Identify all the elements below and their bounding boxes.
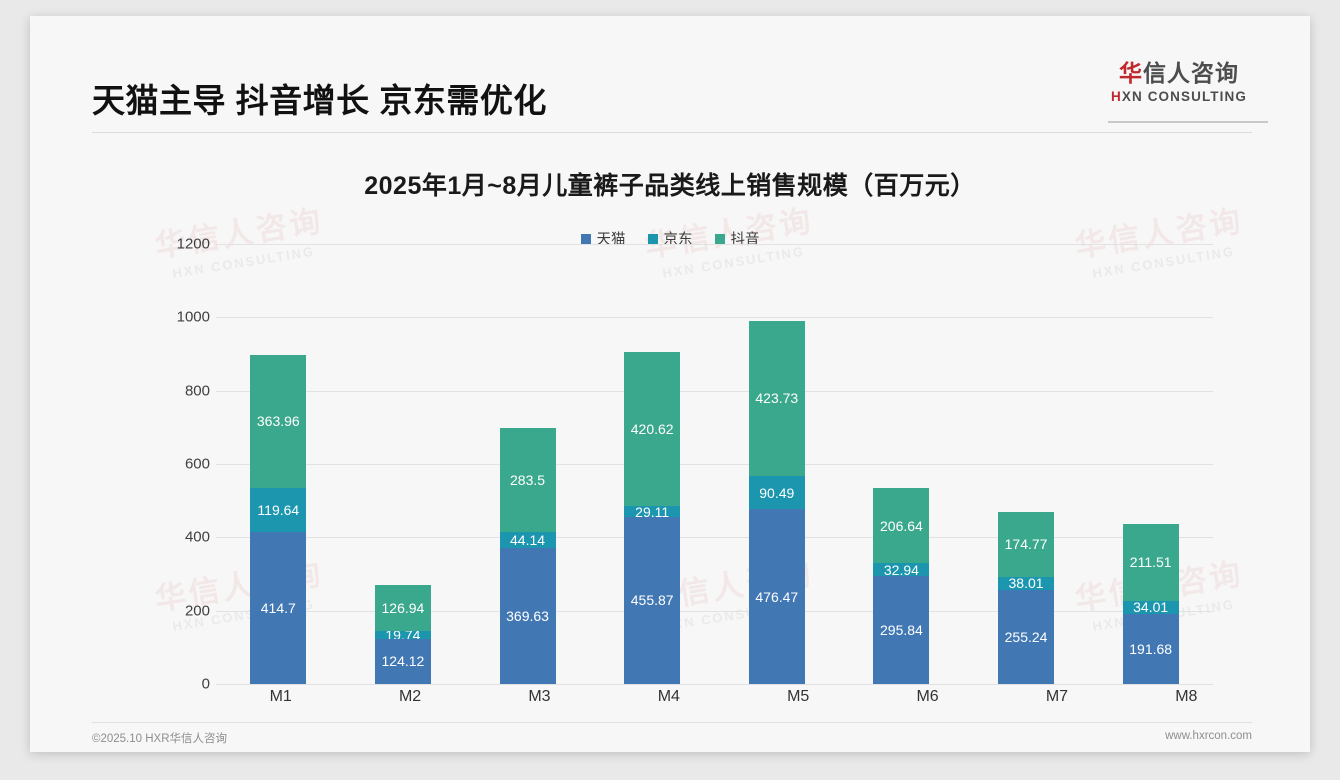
bar-group: 191.68 34.01 211.51 xyxy=(1104,244,1198,684)
bar-stack[interactable]: 476.47 90.49 423.73 xyxy=(748,320,805,684)
logo-chinese-text: 华信人咨询 xyxy=(1090,60,1268,86)
y-axis-tick-label: 400 xyxy=(184,528,210,546)
bar-segment[interactable]: 174.77 xyxy=(998,512,1055,577)
logo-cn-rest: 信人咨询 xyxy=(1143,60,1239,86)
bar-segment[interactable]: 455.87 xyxy=(624,516,681,684)
footer-divider xyxy=(92,722,1252,723)
bar-segment[interactable]: 124.12 xyxy=(374,638,431,684)
y-axis-tick-label: 200 xyxy=(184,602,210,620)
x-axis-tick-label: M8 xyxy=(1175,688,1198,705)
bar-stack[interactable]: 191.68 34.01 211.51 xyxy=(1122,523,1179,684)
bar-segment[interactable]: 255.24 xyxy=(998,590,1055,684)
logo-en-accent-char: H xyxy=(1111,89,1122,105)
bar-stack[interactable]: 124.1219.74126.94 xyxy=(374,584,431,684)
bar-segment[interactable]: 476.47 xyxy=(748,509,805,684)
bar-stack[interactable]: 369.63 44.14 283.5 xyxy=(499,428,556,684)
bar-segment[interactable]: 283.5 xyxy=(499,428,556,533)
grid-line xyxy=(216,684,1213,685)
bar-group: 124.1219.74126.94 xyxy=(356,244,450,684)
bar-segment[interactable]: 119.64 xyxy=(250,488,307,532)
x-axis-tick-label: M2 xyxy=(398,688,422,705)
bar-segment[interactable]: 414.7 xyxy=(250,531,307,684)
chart-x-axis: M1 M2 M3 M4 M5 M6 M7 M8 xyxy=(216,688,1251,706)
footer-website[interactable]: www.hxrcon.com xyxy=(1165,730,1252,742)
bar-segment[interactable]: 19.74 xyxy=(374,631,431,639)
x-axis-tick-label: M1 xyxy=(269,688,292,705)
grid-line xyxy=(216,317,1213,319)
grid-line xyxy=(216,244,1213,245)
x-axis-tick-label: M5 xyxy=(787,688,810,705)
bar-group: 295.84 32.94 206.64 xyxy=(855,244,949,684)
bar-segment[interactable]: 420.62 xyxy=(624,351,681,507)
x-axis-tick-label: M3 xyxy=(528,688,551,705)
logo-en-rest: XN CONSULTING xyxy=(1121,89,1247,105)
chart-title: 2025年1月~8月儿童裤子品类线上销售规模（百万元） xyxy=(364,172,976,200)
bar-segment[interactable]: 44.14 xyxy=(499,532,556,549)
bar-segment[interactable]: 34.01 xyxy=(1122,601,1179,614)
bar-segment[interactable]: 423.73 xyxy=(748,320,805,477)
x-axis-tick-label: M7 xyxy=(1045,688,1069,705)
bar-stack[interactable]: 414.7 119.64 363.96 xyxy=(250,354,307,684)
slide-header: 天猫主导 抖音增长 京东需优化 华信人咨询 HXN CONSULTING xyxy=(30,16,1310,133)
bar-segment[interactable]: 211.51 xyxy=(1122,523,1179,602)
bar-segment[interactable]: 29.11 xyxy=(624,506,681,517)
x-axis-tick-label: M4 xyxy=(657,688,680,705)
y-axis-tick-label: 0 xyxy=(201,675,210,693)
logo-cn-accent-char: 华 xyxy=(1119,60,1143,86)
bar-segment[interactable]: 191.68 xyxy=(1122,613,1179,684)
y-axis-tick-label: 1000 xyxy=(176,308,210,326)
grid-line xyxy=(216,464,1213,465)
bar-group: 369.63 44.14 283.5 xyxy=(481,244,575,684)
bar-segment[interactable]: 38.01 xyxy=(998,576,1055,591)
slide-footer: ©2025.10 HXR华信人咨询 www.hxrcon.com xyxy=(92,730,1252,746)
legend-swatch-jd xyxy=(647,233,658,244)
logo-underline xyxy=(1108,121,1268,123)
page-title: 天猫主导 抖音增长 京东需优化 xyxy=(92,82,547,119)
bar-stack[interactable]: 255.24 38.01 174.77 xyxy=(998,512,1055,684)
legend-swatch-douyin xyxy=(714,233,725,244)
bar-stack[interactable]: 455.87 29.11 420.62 xyxy=(624,351,681,684)
y-axis-tick-label: 1200 xyxy=(176,235,210,253)
legend-swatch-tmall xyxy=(580,233,591,244)
bar-group: 476.47 90.49 423.73 xyxy=(730,244,824,684)
logo-english-text: HXN CONSULTING xyxy=(1090,89,1268,104)
bar-group: 414.7 119.64 363.96 xyxy=(231,244,325,684)
slide-canvas: 华信人咨询 HXN CONSULTING 华信人咨询 HXN CONSULTIN… xyxy=(30,16,1310,752)
bar-group: 455.87 29.11 420.62 xyxy=(605,244,699,684)
bar-group: 255.24 38.01 174.77 xyxy=(979,244,1073,684)
bar-segment[interactable]: 363.96 xyxy=(250,354,307,489)
bar-segment[interactable]: 206.64 xyxy=(873,487,930,564)
chart-plot-area: 1200 1000 800 600 400 200 0 414.7 119.64 363.96 1… xyxy=(177,236,1213,693)
bar-stack[interactable]: 295.84 32.94 206.64 xyxy=(873,487,930,684)
header-divider xyxy=(92,132,1252,133)
y-axis-tick-label: 800 xyxy=(184,382,210,400)
bar-segment[interactable]: 369.63 xyxy=(499,548,556,684)
bar-segment[interactable]: 90.49 xyxy=(748,476,805,510)
bar-segment[interactable]: 32.94 xyxy=(873,563,930,576)
grid-line xyxy=(216,537,1213,539)
grid-line xyxy=(216,610,1213,612)
grid-line xyxy=(216,390,1213,392)
x-axis-tick-label: M6 xyxy=(916,688,939,705)
brand-logo: 华信人咨询 HXN CONSULTING xyxy=(1090,60,1268,104)
y-axis-tick-label: 600 xyxy=(184,455,210,473)
footer-copyright: ©2025.10 HXR华信人咨询 xyxy=(92,733,228,745)
bar-segment[interactable]: 126.94 xyxy=(374,584,431,632)
bar-segment[interactable]: 295.84 xyxy=(873,575,930,684)
